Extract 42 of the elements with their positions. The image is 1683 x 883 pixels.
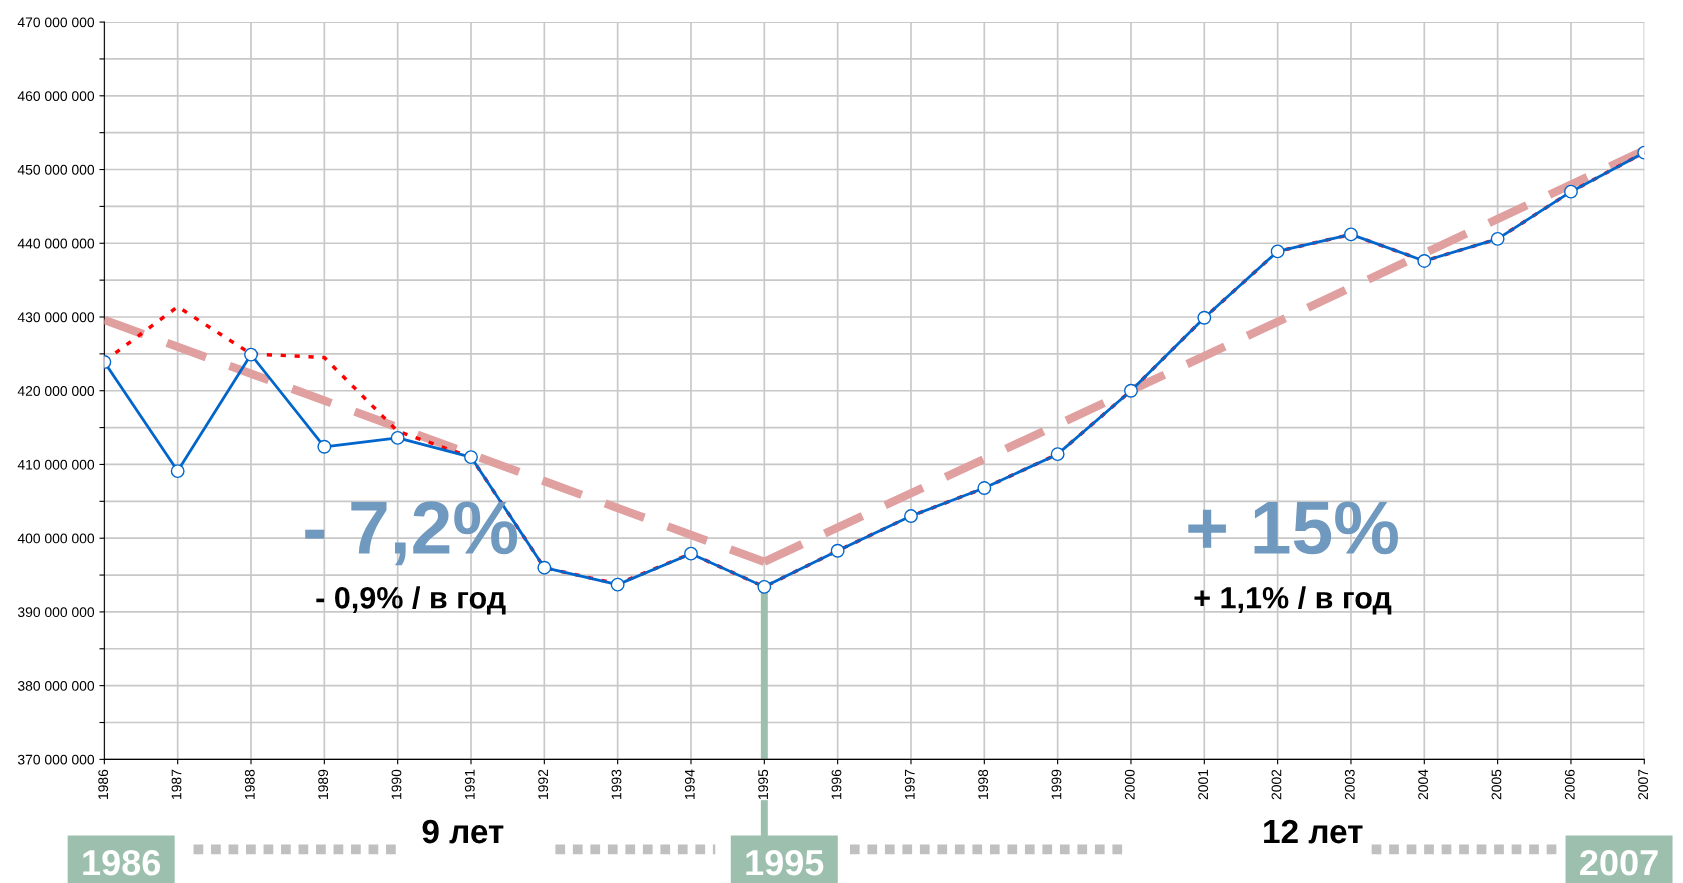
x-tick-label: 1991 (464, 769, 475, 799)
x-tick-label: 1992 (538, 769, 549, 799)
x-tick-label: 1987 (171, 769, 182, 799)
x-tick-label: 2000 (1124, 769, 1135, 800)
x-tick-label: 1994 (684, 769, 695, 799)
y-tick-label: 440 000 000 (17, 238, 95, 249)
text: 12 лет (1264, 819, 1363, 844)
x-tick-label: 2005 (1491, 769, 1502, 800)
x-tick-label: 1999 (1051, 769, 1062, 799)
annotation: + 1,1% / в год (1194, 586, 1392, 615)
x-tick-label: 1988 (244, 769, 255, 799)
x-tick-label: 2003 (1344, 769, 1355, 800)
y-tick-label: 370 000 000 (17, 754, 95, 765)
x-tick-label: 1996 (831, 769, 842, 799)
y-tick-label: 460 000 000 (17, 91, 95, 101)
y-tick-label: 470 000 000 (17, 17, 95, 28)
x-tick-label: 1989 (318, 769, 329, 799)
y-tick-label: 400 000 000 (17, 533, 95, 544)
text: 1986 (83, 849, 161, 876)
y-tick-label: 420 000 000 (17, 386, 95, 396)
x-tick-label: 1997 (904, 769, 915, 799)
x-tick-label: 1993 (611, 769, 622, 799)
x-tick-label: 2002 (1271, 769, 1282, 800)
y-tick-label: 430 000 000 (17, 312, 95, 323)
annotation: + 15% (1188, 501, 1398, 555)
annotation: - 0,9% / в год (316, 586, 506, 615)
x-tick-label: 1986 (98, 769, 109, 799)
text: 9 лет (422, 819, 504, 844)
text: 1995 (746, 849, 824, 876)
x-tick-label: 2001 (1198, 769, 1209, 800)
annotation: - 7,2% (305, 501, 518, 566)
text: 2007 (1580, 849, 1658, 876)
y-tick-label: 380 000 000 (17, 680, 95, 691)
y-tick-label: 450 000 000 (17, 164, 95, 175)
x-tick-label: 2006 (1564, 769, 1575, 800)
x-tick-label: 1995 (758, 769, 769, 799)
x-tick-label: 1990 (391, 769, 402, 799)
x-tick-label: 1998 (978, 769, 989, 799)
y-tick-label: 410 000 000 (17, 459, 95, 470)
y-tick-label: 390 000 000 (17, 607, 95, 618)
x-tick-label: 2004 (1418, 769, 1429, 800)
x-tick-label: 2007 (1638, 769, 1649, 800)
